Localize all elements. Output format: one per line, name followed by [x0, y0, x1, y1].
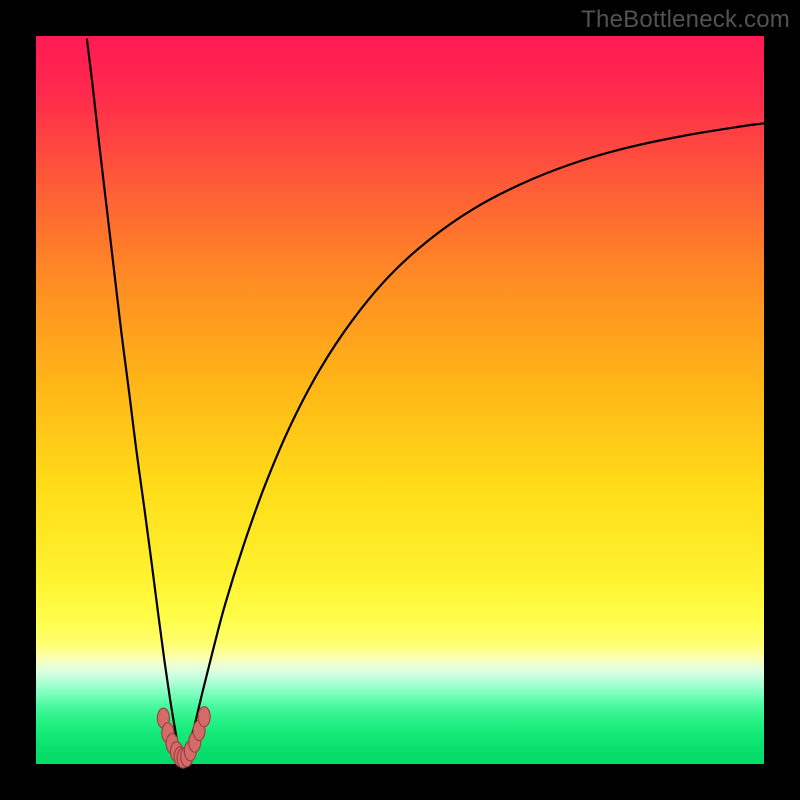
bottleneck-chart	[0, 0, 800, 800]
gradient-background	[36, 36, 764, 764]
marker-dot	[198, 707, 210, 727]
chart-frame: TheBottleneck.com	[0, 0, 800, 800]
